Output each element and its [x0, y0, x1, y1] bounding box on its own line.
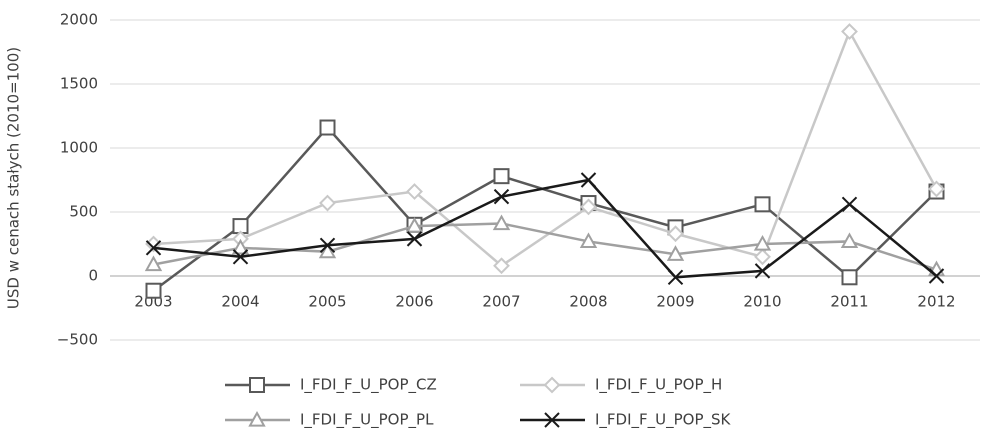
marker	[841, 196, 858, 213]
marker	[841, 269, 858, 286]
marker	[753, 234, 772, 251]
marker	[232, 249, 249, 265]
marker	[493, 188, 510, 205]
legend-marker	[543, 376, 561, 394]
x-tick-label: 2006	[395, 293, 433, 311]
marker	[580, 198, 597, 216]
marker	[231, 238, 250, 255]
y-axis-label: USD w cenach stałych (2010=100)	[5, 47, 23, 309]
marker	[754, 248, 771, 266]
x-tick-label: 2008	[569, 293, 607, 311]
legend-marker	[249, 377, 265, 393]
x-tick-label: 2011	[830, 293, 868, 311]
marker	[667, 225, 684, 243]
y-tick-label: 500	[69, 203, 98, 221]
y-tick-label: 2000	[60, 11, 98, 29]
marker	[666, 245, 685, 261]
legend-marker	[544, 412, 560, 428]
marker	[319, 237, 336, 253]
marker	[493, 257, 510, 275]
y-tick-label: 1000	[60, 139, 98, 157]
marker	[405, 217, 424, 233]
marker	[319, 194, 336, 212]
marker	[579, 232, 598, 249]
marker	[928, 180, 945, 198]
marker	[754, 263, 771, 279]
x-tick-label: 2007	[482, 293, 520, 311]
marker	[928, 268, 945, 284]
x-tick-label: 2009	[656, 293, 694, 311]
x-tick-label: 2010	[743, 293, 781, 311]
series-line	[152, 125, 938, 292]
marker	[145, 282, 162, 299]
marker	[319, 119, 336, 136]
marker	[754, 196, 771, 213]
series-line	[153, 178, 938, 279]
marker	[667, 269, 684, 285]
marker	[841, 23, 858, 40]
legend-marker	[248, 410, 266, 427]
series-line	[153, 222, 937, 271]
marker	[493, 168, 510, 185]
marker	[492, 214, 511, 231]
marker	[144, 255, 163, 272]
y-tick-label: −500	[57, 331, 98, 349]
x-tick-label: 2012	[917, 293, 955, 311]
legend-label: I_FDI_F_U_POP_SK	[595, 411, 732, 430]
series-line	[153, 28, 938, 268]
legend-label: I_FDI_F_U_POP_CZ	[300, 376, 437, 395]
marker	[840, 232, 859, 249]
marker	[145, 240, 162, 256]
marker	[318, 242, 337, 259]
x-tick-label: 2005	[308, 293, 346, 311]
legend-label: I_FDI_F_U_POP_PL	[300, 411, 434, 430]
y-tick-label: 1500	[60, 75, 98, 93]
marker	[406, 183, 423, 200]
marker	[580, 172, 597, 188]
legend-label: I_FDI_F_U_POP_H	[595, 376, 722, 395]
x-tick-label: 2003	[134, 293, 172, 311]
marker	[406, 231, 423, 247]
x-tick-label: 2004	[221, 293, 259, 311]
y-tick-label: 0	[88, 267, 98, 285]
